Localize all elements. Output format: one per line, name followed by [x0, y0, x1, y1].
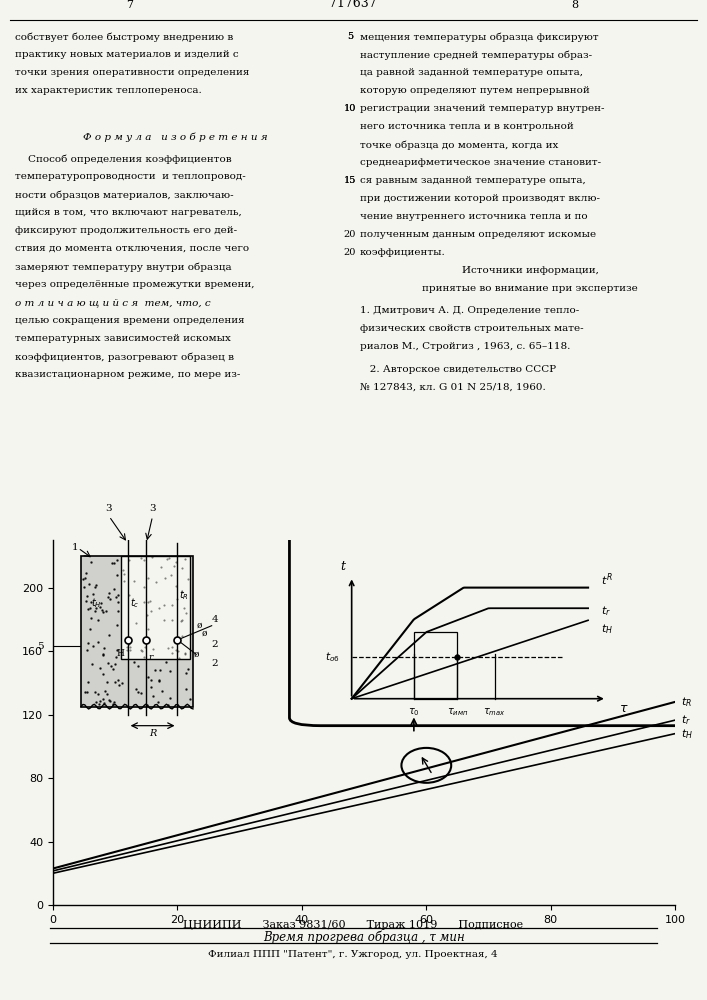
- Text: $t_r$: $t_r$: [600, 605, 610, 618]
- Text: 10: 10: [344, 104, 356, 113]
- Text: 20: 20: [344, 248, 356, 257]
- Text: ности образцов материалов, заключаю-: ности образцов материалов, заключаю-: [15, 190, 233, 200]
- Text: температуропроводности  и теплопровод-: температуропроводности и теплопровод-: [15, 172, 246, 181]
- Text: практику новых материалов и изделий с: практику новых материалов и изделий с: [15, 50, 239, 59]
- Text: замеряют температуру внутри образца: замеряют температуру внутри образца: [15, 262, 232, 271]
- Bar: [414, 632, 457, 699]
- Text: $t_R$: $t_R$: [682, 695, 692, 709]
- Text: их характеристик теплопереноса.: их характеристик теплопереноса.: [15, 86, 201, 95]
- Text: коэффициентов, разогревают образец в: коэффициентов, разогревают образец в: [15, 352, 234, 361]
- Text: полученным данным определяют искомые: полученным данным определяют искомые: [360, 230, 596, 239]
- Text: 15: 15: [344, 176, 356, 185]
- Text: целью сокращения времени определения: целью сокращения времени определения: [15, 316, 245, 325]
- Text: 7: 7: [127, 0, 134, 10]
- Text: Филиал ППП "Патент", г. Ужгород, ул. Проектная, 4: Филиал ППП "Патент", г. Ужгород, ул. Про…: [208, 950, 498, 959]
- Text: $\tau_{имп}$: $\tau_{имп}$: [447, 707, 468, 718]
- Text: $\tau_{max}$: $\tau_{max}$: [484, 707, 506, 718]
- Text: через определённые промежутки времени,: через определённые промежутки времени,: [15, 280, 255, 289]
- Text: температурных зависимостей искомых: температурных зависимостей искомых: [15, 334, 231, 343]
- Bar: [122, 556, 190, 659]
- Text: 717637: 717637: [329, 0, 377, 10]
- Text: 3: 3: [149, 504, 156, 513]
- Text: 3: 3: [106, 504, 112, 513]
- Text: r: r: [148, 653, 153, 662]
- Text: 10: 10: [344, 104, 356, 113]
- Text: Ф о р м у л а   и з о б р е т е н и я: Ф о р м у л а и з о б р е т е н и я: [83, 132, 267, 141]
- Text: точки зрения оперативности определения: точки зрения оперативности определения: [15, 68, 250, 77]
- Text: точке образца до момента, когда их: точке образца до момента, когда их: [360, 140, 559, 149]
- X-axis label: Время прогрева образца , τ мин: Время прогрева образца , τ мин: [263, 930, 465, 944]
- Text: 1: 1: [71, 543, 78, 552]
- Text: среднеарифметическое значение становит-: среднеарифметическое значение становит-: [360, 158, 601, 167]
- Text: $t_r$: $t_r$: [682, 713, 691, 727]
- Text: 1. Дмитрович А. Д. Определение тепло-: 1. Дмитрович А. Д. Определение тепло-: [360, 306, 579, 315]
- Text: 2. Авторское свидетельство СССР: 2. Авторское свидетельство СССР: [360, 365, 556, 374]
- Text: принятые во внимание при экспертизе: принятые во внимание при экспертизе: [422, 284, 638, 293]
- Text: мещения температуры образца фиксируют: мещения температуры образца фиксируют: [360, 32, 599, 41]
- Text: 5: 5: [347, 32, 353, 41]
- Text: ЦНИИПИ      Заказ 9831/60      Тираж 1019      Подписное: ЦНИИПИ Заказ 9831/60 Тираж 1019 Подписно…: [183, 920, 523, 930]
- Text: о т л и ч а ю щ и й с я  тем, что, с: о т л и ч а ю щ и й с я тем, что, с: [15, 298, 211, 307]
- Text: собствует более быстрому внедрению в: собствует более быстрому внедрению в: [15, 32, 233, 41]
- Text: $t_H$: $t_H$: [91, 597, 102, 610]
- Text: ø: ø: [194, 650, 199, 659]
- Text: № 127843, кл. G 01 N 25/18, 1960.: № 127843, кл. G 01 N 25/18, 1960.: [360, 383, 546, 392]
- Text: ø: ø: [201, 629, 207, 638]
- Text: ø: ø: [197, 621, 202, 630]
- Text: ца равной заданной температуре опыта,: ца равной заданной температуре опыта,: [360, 68, 583, 77]
- Text: при достижении которой производят вклю-: при достижении которой производят вклю-: [360, 194, 600, 203]
- Text: наступление средней температуры образ-: наступление средней температуры образ-: [360, 50, 592, 60]
- Text: квазистационарном режиме, по мере из-: квазистационарном режиме, по мере из-: [15, 370, 240, 379]
- Text: $t_R$: $t_R$: [180, 589, 189, 602]
- Text: чение внутреннего источника тепла и по: чение внутреннего источника тепла и по: [360, 212, 588, 221]
- Bar: [81, 556, 193, 707]
- Text: t: t: [341, 560, 346, 573]
- Text: 2: 2: [211, 640, 218, 649]
- Text: него источника тепла и в контрольной: него источника тепла и в контрольной: [360, 122, 574, 131]
- Text: 15: 15: [344, 176, 356, 185]
- Text: H: H: [117, 650, 124, 659]
- Text: 2: 2: [211, 659, 218, 668]
- Text: $t_H$: $t_H$: [600, 622, 612, 636]
- Text: $t^R$: $t^R$: [600, 571, 612, 588]
- Text: 20: 20: [344, 230, 356, 239]
- Text: 4: 4: [211, 615, 218, 624]
- Text: $\tau$: $\tau$: [619, 702, 629, 715]
- Text: 5: 5: [347, 32, 353, 41]
- Text: регистрации значений температур внутрен-: регистрации значений температур внутрен-: [360, 104, 604, 113]
- Text: ся равным заданной температуре опыта,: ся равным заданной температуре опыта,: [360, 176, 586, 185]
- Text: физических свойств строительных мате-: физических свойств строительных мате-: [360, 324, 583, 333]
- Text: коэффициенты.: коэффициенты.: [360, 248, 445, 257]
- Text: риалов М., Стройгиз , 1963, с. 65–118.: риалов М., Стройгиз , 1963, с. 65–118.: [360, 342, 571, 351]
- Text: R: R: [149, 729, 156, 738]
- Text: Источники информации,: Источники информации,: [462, 266, 598, 275]
- Text: щийся в том, что включают нагреватель,: щийся в том, что включают нагреватель,: [15, 208, 242, 217]
- Text: $t_{o6}$: $t_{o6}$: [325, 651, 339, 664]
- Text: ствия до момента отключения, после чего: ствия до момента отключения, после чего: [15, 244, 249, 253]
- Text: фиксируют продолжительность его дей-: фиксируют продолжительность его дей-: [15, 226, 237, 235]
- Text: $t_H$: $t_H$: [682, 727, 694, 741]
- Text: 5: 5: [37, 642, 44, 651]
- Text: которую определяют путем непрерывной: которую определяют путем непрерывной: [360, 86, 590, 95]
- Text: $t_c$: $t_c$: [129, 597, 139, 610]
- Text: Способ определения коэффициентов: Способ определения коэффициентов: [15, 154, 232, 163]
- Text: 8: 8: [571, 0, 578, 10]
- Text: $\tau_0$: $\tau_0$: [408, 707, 420, 718]
